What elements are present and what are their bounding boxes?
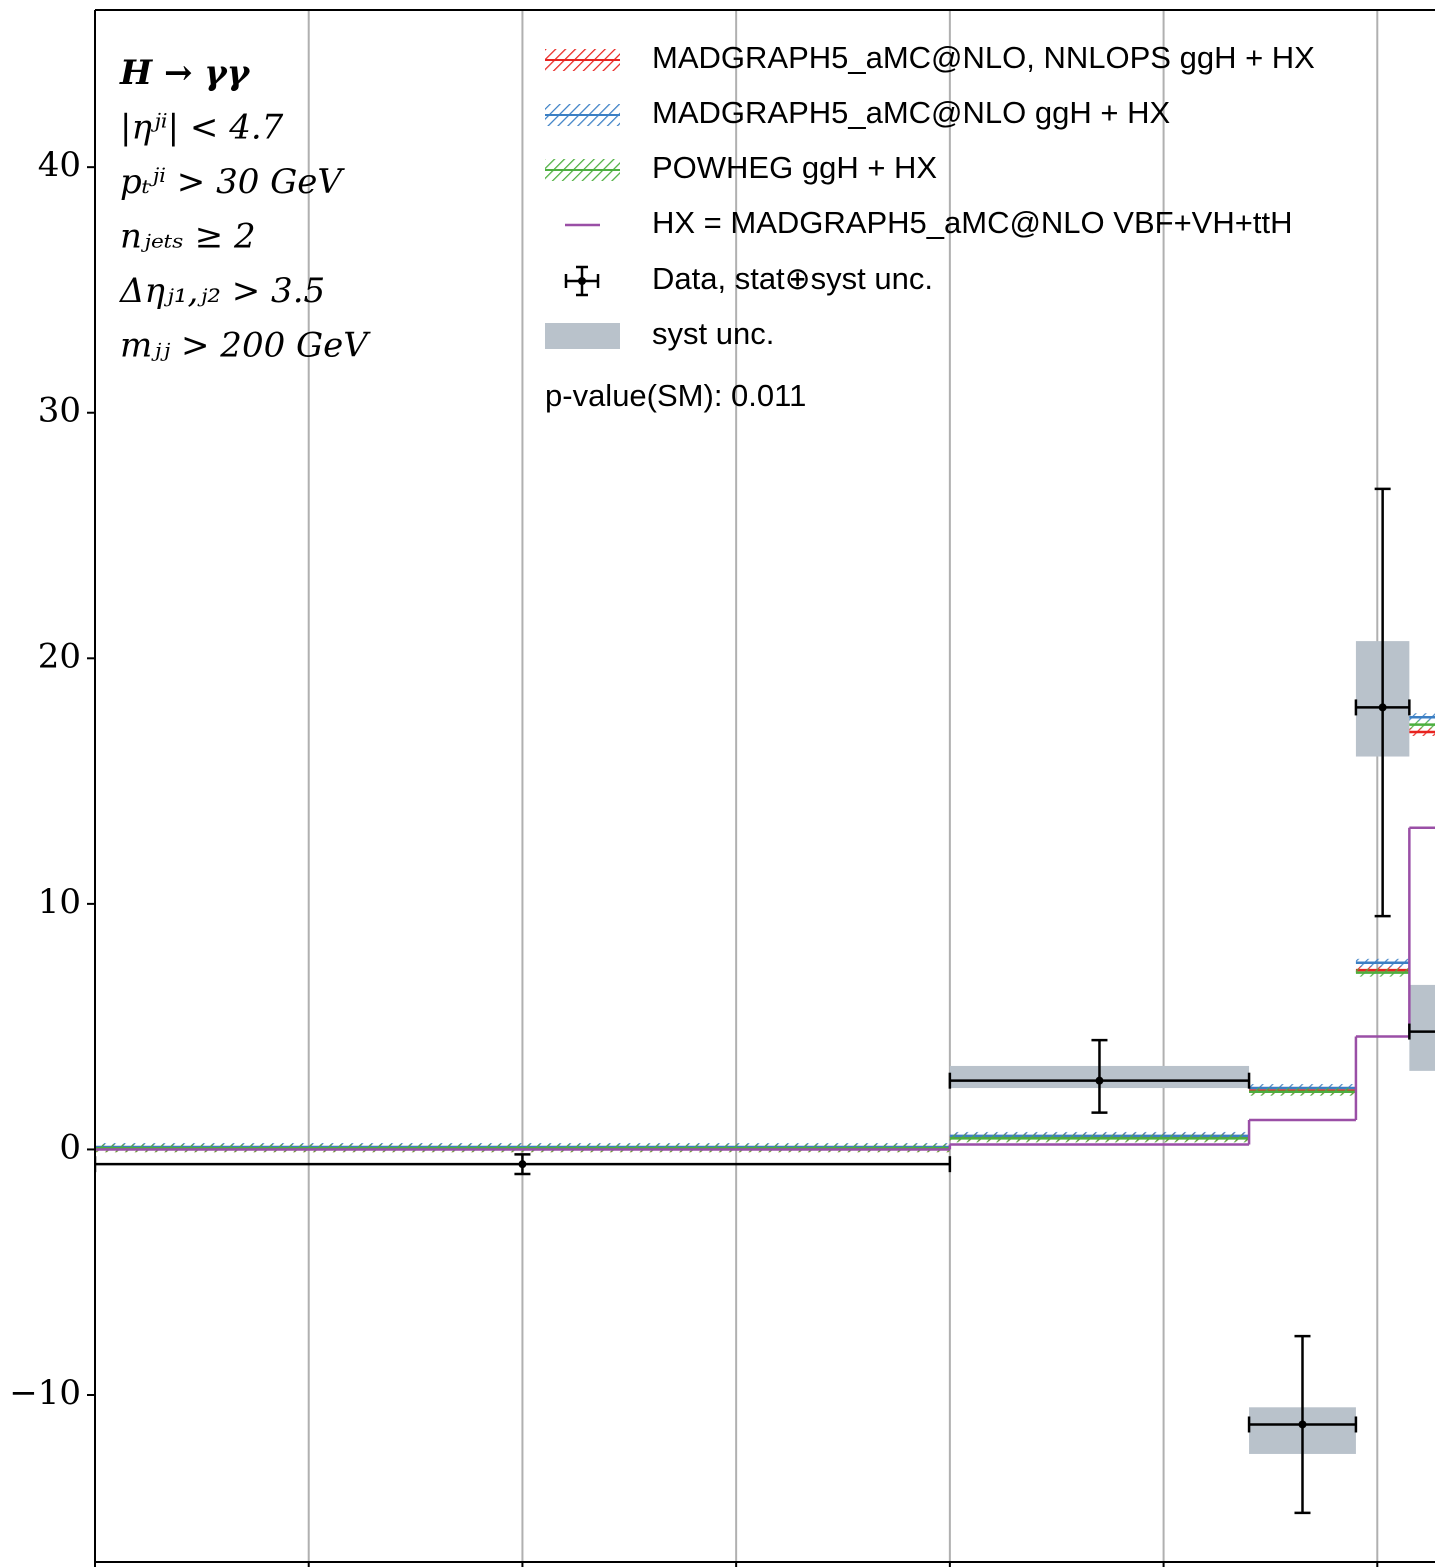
y-tick-label: 20 <box>38 636 81 676</box>
legend-swatch <box>578 277 586 285</box>
plot-area <box>95 487 1435 1515</box>
legend-label: HX = MADGRAPH5_aMC@NLO VBF+VH+ttH <box>652 205 1292 240</box>
legend-label: MADGRAPH5_aMC@NLO ggH + HX <box>652 95 1170 130</box>
y-tick-label: 0 <box>59 1127 81 1167</box>
p-value: p-value(SM): 0.011 <box>545 378 806 413</box>
legend-swatch <box>545 323 620 349</box>
legend-label: syst unc. <box>652 316 774 351</box>
annotations: H → γγ |ηʲⁱ| < 4.7 pₜʲⁱ > 30 GeV nⱼₑₜₛ ≥ 2 Δ… <box>118 53 371 366</box>
y-tick-label: 30 <box>38 391 81 431</box>
legend-label: MADGRAPH5_aMC@NLO, NNLOPS ggH + HX <box>652 40 1315 75</box>
annotation: H → γγ <box>119 53 251 93</box>
legend-label: Data, stat⊕syst unc. <box>652 261 933 296</box>
y-tick-label: −10 <box>9 1373 81 1413</box>
grid <box>307 10 1379 1562</box>
annotation: mⱼⱼ > 200 GeV <box>120 326 371 366</box>
axes: −10 0 10 20 30 40 <box>9 9 1435 1567</box>
data-point <box>518 1160 527 1169</box>
data-point <box>1378 703 1387 712</box>
syst-band <box>1409 984 1435 1071</box>
legend-label: POWHEG ggH + HX <box>652 150 937 185</box>
data-point <box>1095 1076 1104 1085</box>
data-point <box>1298 1420 1307 1429</box>
annotation: Δηⱼ₁,ⱼ₂ > 3.5 <box>118 271 325 311</box>
annotation: nⱼₑₜₛ ≥ 2 <box>120 217 256 257</box>
annotation: pₜʲⁱ > 30 GeV <box>120 162 345 202</box>
legend: MADGRAPH5_aMC@NLO, NNLOPS ggH + HX MADGRA… <box>545 40 1315 413</box>
y-tick-label: 10 <box>38 882 81 922</box>
annotation: |ηʲⁱ| < 4.7 <box>120 108 284 148</box>
y-tick-label: 40 <box>38 145 81 185</box>
